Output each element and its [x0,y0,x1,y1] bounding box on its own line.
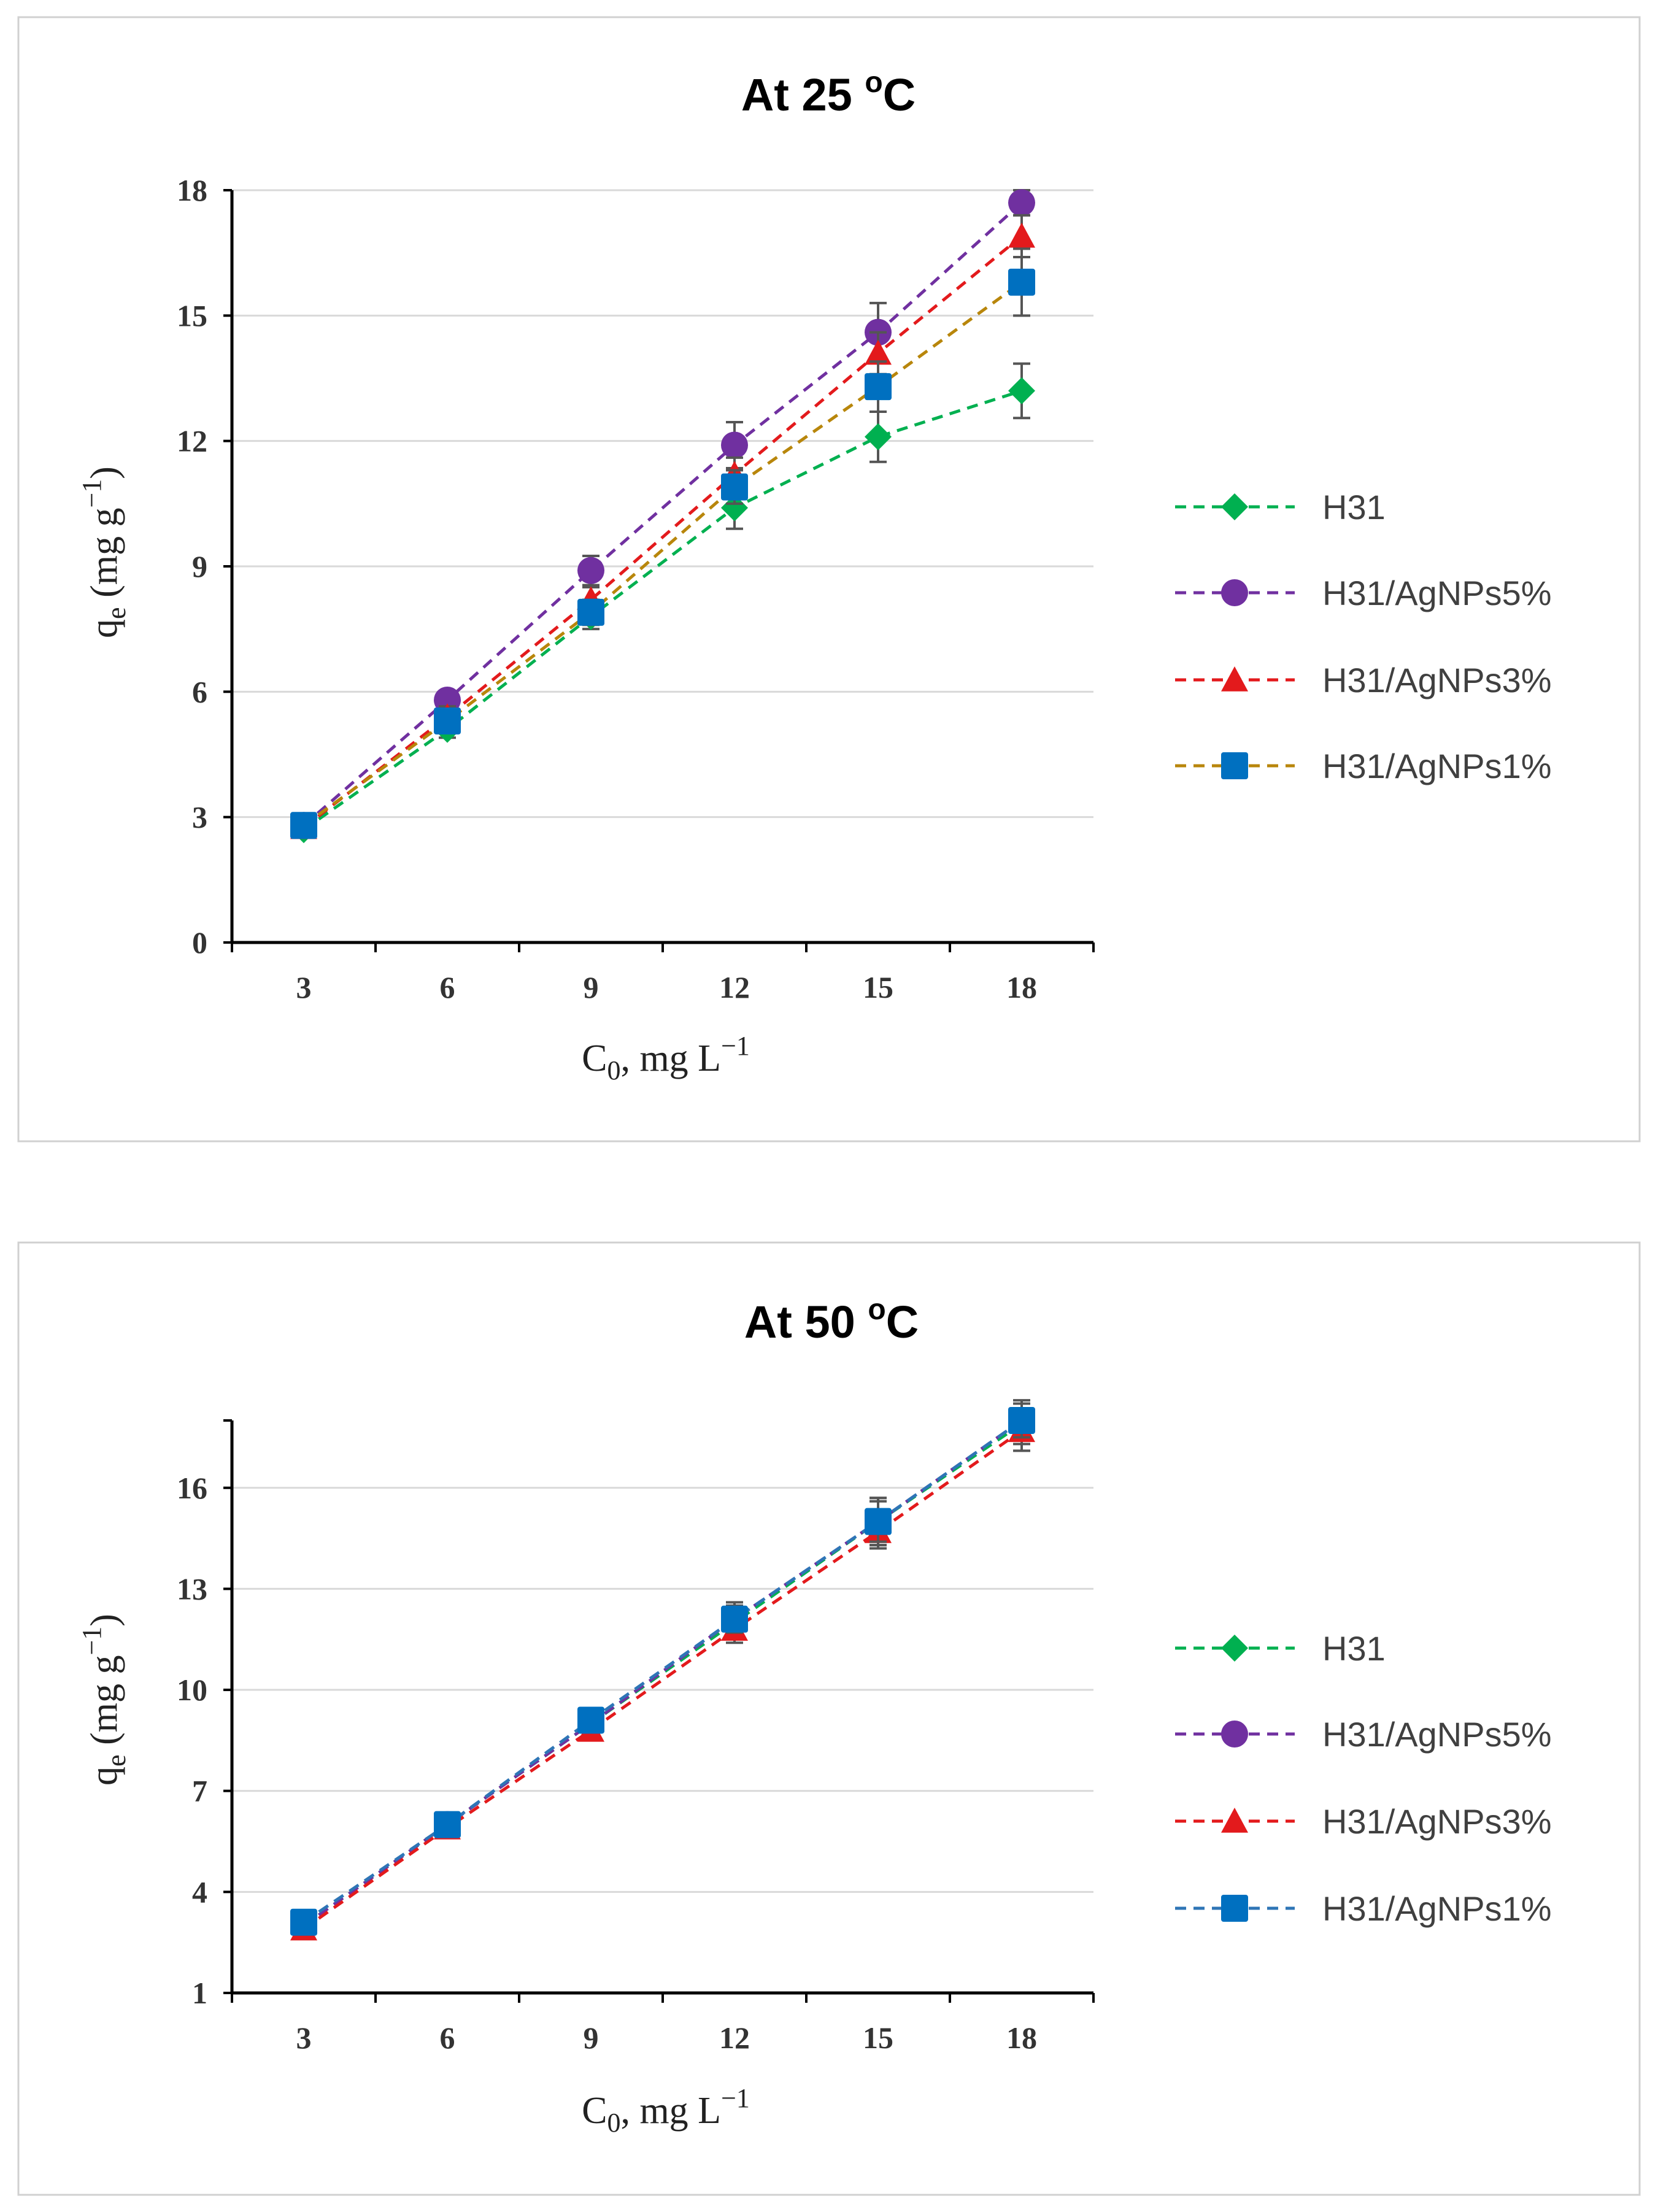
x-tick-label: 9 [584,2021,599,2055]
y-tick-labels: 0 3 6 9 12 15 18 [177,173,207,960]
data-point [721,473,748,501]
legend: H31 H31/AgNPs5% H31/AgNPs3% H31/AgNPs1% [1175,488,1552,785]
x-tick-label: 15 [863,970,893,1004]
data-point [1008,189,1035,217]
data-point [865,339,892,365]
series-line [303,280,1023,827]
chart-title: At 25 oC [741,66,916,120]
x-tick-label: 6 [440,970,455,1004]
legend-entry: H31/AgNPs1% [1175,1889,1552,1928]
legend: H31 H31/AgNPs5% H31/AgNPs3% H31/AgNPs1% [1175,1629,1552,1928]
y-tick-label: 6 [192,674,207,709]
legend-marker [1221,493,1248,520]
chart-title: At 50 oC [744,1293,919,1347]
series-line [303,201,1023,827]
series-line [303,1429,1023,1930]
x-tick-label: 3 [296,2021,312,2055]
x-tick-label: 15 [863,2021,893,2055]
legend-label: H31 [1322,1629,1386,1668]
gridlines [232,189,1093,819]
legend-marker [1221,1721,1248,1748]
data-point [434,707,461,735]
legend-label: H31/AgNPs3% [1322,1802,1552,1841]
chart-panel-25c: At 25 oC 0 3 6 9 12 15 18 3 6 9 12 15 18 C0, mg L−1… [17,16,1641,1143]
chart-frame [17,16,1641,1143]
y-tick-label: 13 [177,1571,207,1606]
legend-label: H31/AgNPs3% [1322,661,1552,699]
y-tick-labels: 1 4 7 10 13 16 [177,1471,207,2010]
x-axis-label: C0, mg L−1 [582,1031,750,1085]
y-tick-label: 10 [177,1673,207,1707]
data-point [721,1605,748,1633]
data-point [290,812,317,839]
legend-marker [1221,666,1248,692]
data-point [577,598,604,626]
y-tick-label: 16 [177,1471,207,1505]
chart-frame [17,1241,1641,2196]
x-tick-label: 9 [584,970,599,1004]
legend-entry: H31/AgNPs3% [1175,1802,1552,1841]
y-tick-label: 0 [192,925,207,960]
x-tick-label: 12 [719,970,750,1004]
y-tick-label: 1 [192,1976,207,2010]
series-3 [290,247,1035,839]
legend-entry: H31/AgNPs5% [1175,574,1552,612]
axes [223,1419,1095,2003]
data-point [865,373,892,401]
gridlines [232,1487,1093,1893]
data-point [1008,377,1035,404]
legend-marker [1221,1895,1248,1922]
legend-entry: H31/AgNPs1% [1175,747,1552,785]
y-tick-label: 18 [177,173,207,207]
data-point [1008,222,1035,248]
series-lines [290,189,1035,844]
series-3 [290,1402,1035,1936]
y-tick-label: 7 [192,1774,207,1808]
legend-entry: H31/AgNPs3% [1175,661,1552,699]
legend-marker [1221,752,1248,779]
x-tick-label: 18 [1006,2021,1037,2055]
x-tick-labels: 3 6 9 12 15 18 [296,970,1038,1004]
data-point [577,557,604,584]
data-point [865,423,892,450]
y-tick-label: 15 [177,298,207,333]
series-line [303,389,1022,831]
y-tick-label: 12 [177,424,207,458]
x-tick-label: 12 [719,2021,750,2055]
legend-entry: H31 [1175,1629,1386,1668]
legend-entry: H31 [1175,488,1386,526]
data-point [1008,268,1035,296]
data-point [577,1706,604,1734]
legend-marker [1221,1808,1248,1833]
x-tick-label: 6 [440,2021,455,2055]
axes [223,189,1095,952]
x-tick-label: 3 [296,970,312,1004]
x-tick-labels: 3 6 9 12 15 18 [296,2021,1038,2055]
data-point [865,1508,892,1535]
x-tick-label: 18 [1006,970,1037,1004]
y-tick-label: 4 [192,1875,207,1909]
legend-entry: H31/AgNPs5% [1175,1715,1552,1754]
legend-marker [1221,579,1248,606]
legend-marker [1221,1635,1248,1662]
series-lines [290,1399,1035,1941]
legend-label: H31/AgNPs5% [1322,574,1552,612]
legend-label: H31 [1322,488,1386,526]
data-point [721,494,748,522]
legend-label: H31/AgNPs1% [1322,1889,1552,1928]
data-point [721,431,748,459]
legend-label: H31/AgNPs5% [1322,1715,1552,1754]
series-line [303,234,1023,829]
legend-label: H31/AgNPs1% [1322,747,1552,785]
y-tick-label: 3 [192,800,207,834]
y-tick-label: 9 [192,549,207,584]
data-point [290,1908,317,1936]
data-point [1008,1407,1035,1434]
data-point [434,1811,461,1838]
